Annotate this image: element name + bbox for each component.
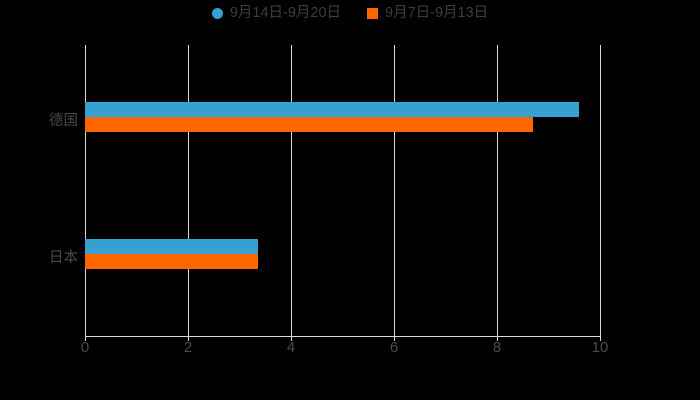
gridline-0: [85, 45, 86, 336]
x-tick-label-4: 8: [492, 339, 502, 356]
category-label-1: 日本: [49, 250, 78, 266]
legend-item-series-a[interactable]: 9月14日-9月20日: [211, 5, 342, 21]
x-tick-mark-3: [394, 336, 395, 341]
bar-japan-series-a[interactable]: [85, 239, 258, 254]
plot-area: [85, 45, 601, 336]
gridline-10: [600, 45, 601, 336]
legend-square-marker-icon: [367, 7, 379, 19]
x-axis-line: [85, 336, 601, 337]
category-axis-labels: 德国 日本: [0, 0, 78, 400]
x-tick-label-2: 4: [286, 339, 296, 356]
legend-circle-marker-icon: [211, 7, 223, 19]
bar-japan-series-b[interactable]: [85, 254, 258, 269]
category-label-0: 德国: [49, 113, 78, 129]
x-tick-mark-4: [497, 336, 498, 341]
legend-item-series-b[interactable]: 9月7日-9月13日: [367, 6, 488, 21]
chart-legend: 9月14日-9月20日 9月7日-9月13日: [0, 6, 700, 21]
legend-label-series-a: 9月14日-9月20日: [229, 5, 342, 21]
x-tick-mark-5: [600, 336, 601, 341]
x-tick-label-3: 6: [389, 339, 399, 356]
bar-germany-series-b[interactable]: [85, 117, 534, 132]
gridline-8: [497, 45, 498, 336]
x-tick-mark-2: [291, 336, 292, 341]
legend-label-series-b: 9月7日-9月13日: [385, 5, 489, 21]
gridline-6: [394, 45, 395, 336]
bar-germany-series-a[interactable]: [85, 102, 580, 117]
x-tick-label-5: 10: [591, 339, 609, 356]
x-tick-mark-0: [85, 336, 86, 341]
x-tick-label-0: 0: [80, 339, 90, 356]
x-tick-label-1: 2: [183, 339, 193, 356]
gridline-4: [291, 45, 292, 336]
x-tick-mark-1: [188, 336, 189, 341]
gridline-2: [188, 45, 189, 336]
